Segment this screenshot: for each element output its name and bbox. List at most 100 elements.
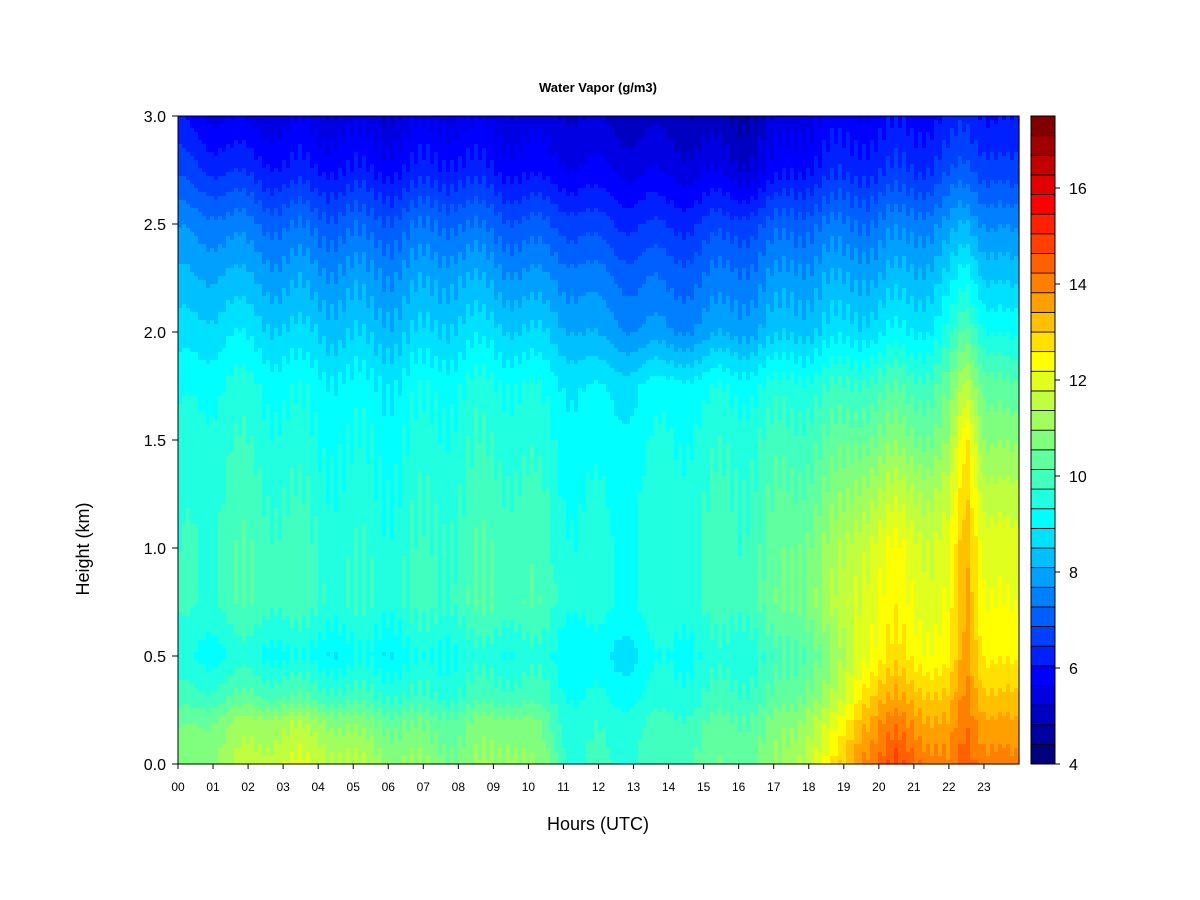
heatmap-cell bbox=[194, 236, 199, 241]
heatmap-cell bbox=[178, 624, 183, 629]
heatmap-cell bbox=[194, 736, 199, 741]
heatmap-cell bbox=[218, 712, 223, 717]
heatmap-cell bbox=[230, 192, 235, 197]
heatmap-cell bbox=[246, 468, 251, 473]
heatmap-cell bbox=[230, 512, 235, 517]
heatmap-cell bbox=[178, 604, 183, 609]
heatmap-cell bbox=[218, 380, 223, 385]
heatmap-cell bbox=[258, 244, 263, 249]
heatmap-cell bbox=[278, 356, 283, 361]
heatmap-cell bbox=[202, 252, 207, 257]
heatmap-cell bbox=[222, 280, 227, 285]
heatmap-cell bbox=[222, 664, 227, 669]
heatmap-cell bbox=[274, 632, 279, 637]
heatmap-cell bbox=[246, 216, 251, 221]
heatmap-cell bbox=[202, 268, 207, 273]
heatmap-cell bbox=[242, 456, 247, 461]
heatmap-cell bbox=[274, 416, 279, 421]
heatmap-cell bbox=[230, 228, 235, 233]
heatmap-cell bbox=[290, 612, 295, 617]
heatmap-cell bbox=[238, 124, 243, 129]
heatmap-cell bbox=[178, 192, 183, 197]
heatmap-cell bbox=[206, 648, 211, 653]
heatmap-cell bbox=[242, 160, 247, 165]
heatmap-cell bbox=[218, 204, 223, 209]
heatmap-cell bbox=[194, 288, 199, 293]
heatmap-cell bbox=[298, 144, 303, 149]
heatmap-cell bbox=[218, 616, 223, 621]
heatmap-cell bbox=[198, 680, 203, 685]
heatmap-cell bbox=[210, 300, 215, 305]
heatmap-cell bbox=[222, 460, 227, 465]
heatmap-cell bbox=[230, 172, 235, 177]
heatmap-cell bbox=[294, 728, 299, 733]
heatmap-cell bbox=[214, 556, 219, 561]
heatmap-cell bbox=[242, 360, 247, 365]
heatmap-cell bbox=[266, 628, 271, 633]
heatmap-cell bbox=[222, 136, 227, 141]
heatmap-cell bbox=[234, 172, 239, 177]
heatmap-cell bbox=[250, 164, 255, 169]
heatmap-cell bbox=[198, 600, 203, 605]
heatmap-cell bbox=[234, 372, 239, 377]
heatmap-cell bbox=[218, 280, 223, 285]
heatmap-cell bbox=[214, 668, 219, 673]
heatmap-cell bbox=[210, 480, 215, 485]
heatmap-cell bbox=[214, 708, 219, 713]
heatmap-cell bbox=[186, 664, 191, 669]
heatmap-cell bbox=[298, 504, 303, 509]
heatmap-cell bbox=[250, 576, 255, 581]
heatmap-cell bbox=[214, 656, 219, 661]
heatmap-cell bbox=[206, 568, 211, 573]
heatmap-cell bbox=[218, 420, 223, 425]
heatmap-cell bbox=[218, 476, 223, 481]
heatmap-cell bbox=[242, 708, 247, 713]
heatmap-cell bbox=[278, 388, 283, 393]
heatmap-cell bbox=[238, 728, 243, 733]
heatmap-cell bbox=[198, 748, 203, 753]
heatmap-cell bbox=[234, 124, 239, 129]
heatmap-cell bbox=[242, 580, 247, 585]
heatmap-cell bbox=[190, 404, 195, 409]
heatmap-cell bbox=[186, 712, 191, 717]
heatmap-cell bbox=[226, 448, 231, 453]
heatmap-cell bbox=[230, 688, 235, 693]
heatmap-cell bbox=[282, 564, 287, 569]
heatmap-cell bbox=[178, 256, 183, 261]
heatmap-cell bbox=[250, 740, 255, 745]
heatmap-cell bbox=[254, 472, 259, 477]
heatmap-cell bbox=[194, 320, 199, 325]
heatmap-cell bbox=[298, 628, 303, 633]
heatmap-cell bbox=[226, 712, 231, 717]
heatmap-cell bbox=[278, 492, 283, 497]
heatmap-cell bbox=[242, 132, 247, 137]
heatmap-cell bbox=[214, 488, 219, 493]
heatmap-cell bbox=[278, 192, 283, 197]
heatmap-cell bbox=[250, 696, 255, 701]
heatmap-cell bbox=[266, 316, 271, 321]
heatmap-cell bbox=[186, 200, 191, 205]
heatmap-cell bbox=[278, 752, 283, 757]
heatmap-cell bbox=[222, 132, 227, 137]
heatmap-cell bbox=[298, 276, 303, 281]
heatmap-cell bbox=[178, 528, 183, 533]
heatmap-cell bbox=[258, 216, 263, 221]
heatmap-cell bbox=[230, 324, 235, 329]
heatmap-cell bbox=[262, 732, 267, 737]
heatmap-cell bbox=[246, 392, 251, 397]
heatmap-cell bbox=[214, 416, 219, 421]
heatmap-cell bbox=[282, 228, 287, 233]
heatmap-cell bbox=[218, 196, 223, 201]
heatmap-cell bbox=[294, 696, 299, 701]
heatmap-cell bbox=[266, 204, 271, 209]
heatmap-cell bbox=[202, 388, 207, 393]
heatmap-cell bbox=[274, 196, 279, 201]
heatmap-cell bbox=[222, 232, 227, 237]
heatmap-cell bbox=[230, 260, 235, 265]
heatmap-cell bbox=[198, 344, 203, 349]
heatmap-cell bbox=[286, 416, 291, 421]
heatmap-cell bbox=[286, 172, 291, 177]
heatmap-cell bbox=[298, 204, 303, 209]
heatmap-cell bbox=[278, 576, 283, 581]
heatmap-cell bbox=[194, 272, 199, 277]
